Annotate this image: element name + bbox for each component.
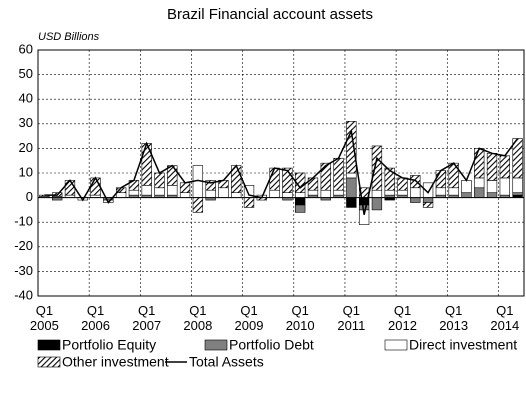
bar: [499, 177, 510, 196]
bar: [154, 187, 165, 196]
y-axis-label: USD Billions: [38, 31, 100, 43]
bar: [333, 157, 344, 191]
bar: [115, 192, 127, 198]
bar: [269, 167, 280, 191]
legend-label: Other investment: [62, 354, 169, 370]
bar: [346, 177, 357, 198]
bar: [512, 192, 523, 196]
bar: [282, 192, 293, 198]
bar: [512, 138, 523, 179]
bar: [474, 187, 485, 198]
bar: [128, 189, 140, 196]
bar: [422, 202, 434, 208]
bar: [295, 192, 306, 198]
bar: [461, 192, 472, 198]
bar: [435, 170, 447, 189]
bar: [90, 177, 101, 196]
bar: [346, 197, 357, 208]
bar: [474, 148, 485, 179]
bar: [397, 177, 408, 191]
bar: [371, 189, 383, 198]
y-tick-label: -30: [14, 263, 33, 278]
bar: [346, 172, 357, 179]
y-tick-label: 20: [19, 140, 33, 155]
bar: [218, 187, 229, 198]
bar: [167, 165, 178, 186]
y-tick-label: 50: [19, 66, 33, 81]
bar: [499, 155, 510, 179]
bar: [474, 177, 485, 189]
legend-swatch: [204, 339, 228, 351]
bar: [410, 175, 421, 189]
bar: [486, 153, 498, 181]
y-tick-label: 60: [19, 41, 33, 56]
bar: [295, 204, 306, 213]
y-tick-label: -20: [14, 238, 33, 253]
legend-label: Direct investment: [409, 337, 517, 353]
bar: [333, 189, 344, 196]
x-tick-label: Q1 2009: [234, 303, 264, 333]
bar: [346, 121, 357, 174]
bar: [410, 187, 421, 198]
bar: [205, 189, 216, 198]
bar: [243, 197, 255, 208]
bar: [422, 197, 434, 203]
x-tick-label: Q1 2012: [388, 303, 417, 333]
bar: [486, 180, 498, 193]
bar: [154, 172, 165, 189]
x-tick-label: Q1 2008: [183, 303, 213, 333]
y-tick-label: 40: [19, 91, 33, 106]
x-tick-label: Q1 2013: [439, 303, 469, 333]
bar: [384, 167, 395, 191]
chart-title: Brazil Financial account assets: [167, 6, 373, 23]
bar: [384, 189, 395, 196]
bar: [320, 189, 331, 198]
legend-label: Total Assets: [189, 354, 264, 370]
bar: [231, 192, 242, 198]
legend-swatch: [384, 339, 408, 351]
bar: [269, 189, 280, 198]
y-tick-label: 10: [19, 164, 33, 179]
bar: [179, 192, 191, 198]
x-tick-label: Q1 2005: [29, 303, 59, 333]
x-tick-label: Q1 2006: [81, 303, 110, 333]
y-tick-label: 30: [19, 115, 33, 130]
bar: [205, 180, 216, 191]
y-tick-label: -40: [14, 287, 33, 302]
bar: [64, 180, 76, 196]
bar: [167, 185, 178, 196]
legend-swatch: [37, 356, 61, 368]
bar: [307, 189, 319, 196]
x-tick-label: Q1 2007: [132, 303, 162, 333]
legend-label: Portfolio Debt: [229, 337, 314, 353]
bar: [295, 172, 306, 193]
y-tick-label: -10: [14, 214, 33, 229]
bar: [295, 197, 306, 206]
line: [44, 128, 519, 215]
bar: [448, 187, 459, 196]
bar: [512, 177, 523, 193]
x-tick-label: Q1 2010: [285, 303, 315, 333]
bar: [486, 192, 498, 198]
bar: [397, 189, 408, 196]
x-tick-label: Q1 2011: [337, 303, 366, 333]
bar: [371, 145, 383, 191]
bar: [320, 162, 331, 191]
legend-swatch: [37, 339, 61, 351]
bar: [358, 204, 370, 211]
bar: [282, 167, 293, 193]
legend-label: Portfolio Equity: [62, 337, 156, 353]
bar: [371, 197, 383, 211]
y-tick-label: 0: [26, 189, 33, 204]
bar: [179, 182, 191, 193]
bar: [141, 185, 152, 196]
x-tick-label: Q1 2014: [490, 303, 520, 333]
bar: [461, 180, 472, 193]
bar: [192, 197, 204, 213]
bar: [435, 187, 447, 196]
bar: [410, 197, 421, 203]
